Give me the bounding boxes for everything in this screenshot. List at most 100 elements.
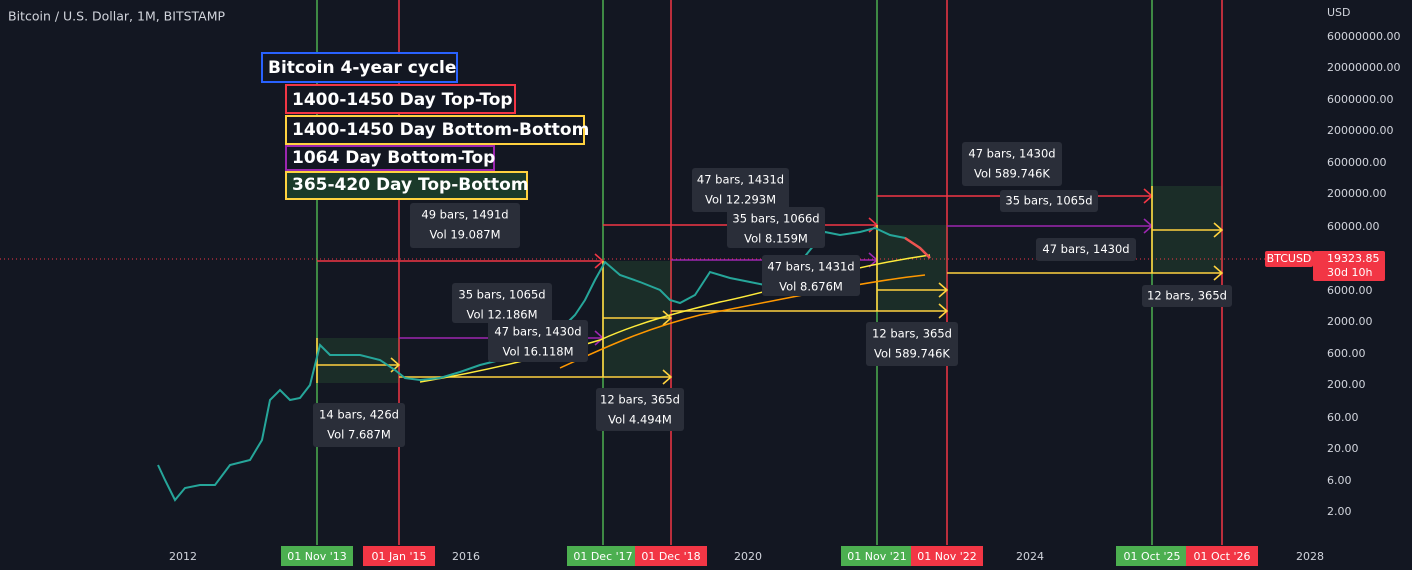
price-label: 20.00 bbox=[1327, 442, 1359, 455]
zone bbox=[317, 338, 399, 383]
axis-unit: USD bbox=[1327, 6, 1351, 19]
year-label: 2028 bbox=[1296, 550, 1324, 563]
date-label: 01 Nov '22 bbox=[917, 550, 976, 563]
year-label: 2020 bbox=[734, 550, 762, 563]
zone bbox=[877, 225, 947, 311]
measure-box bbox=[866, 322, 958, 366]
measure-box bbox=[1036, 238, 1136, 261]
price-labels: 60000000.00 20000000.00 6000000.00 2000000.… bbox=[1327, 30, 1400, 518]
measure-box bbox=[692, 168, 789, 212]
legend-text: 1064 Day Bottom-Top bbox=[292, 148, 495, 168]
measure-text: Vol 12.293M bbox=[705, 193, 776, 207]
price: 19323.85 bbox=[1327, 252, 1380, 265]
measure-text: 47 bars, 1431d bbox=[697, 173, 784, 187]
measure-text: 12 bars, 365d bbox=[600, 393, 680, 407]
measure-text: 12 bars, 365d bbox=[1147, 289, 1227, 303]
date-tag bbox=[635, 546, 707, 566]
measure-text: Vol 4.494M bbox=[608, 413, 672, 427]
price-label: 2000.00 bbox=[1327, 315, 1373, 328]
price-label: 2.00 bbox=[1327, 505, 1352, 518]
measure-box bbox=[488, 320, 588, 362]
price-label: 200.00 bbox=[1327, 378, 1366, 391]
year-label: 2016 bbox=[452, 550, 480, 563]
zone bbox=[603, 261, 671, 377]
measure-box bbox=[1000, 190, 1098, 212]
measure-box bbox=[962, 142, 1062, 186]
measure-text: 47 bars, 1431d bbox=[767, 260, 854, 274]
measure-text: Vol 589.746K bbox=[874, 347, 950, 361]
price-label: 6000.00 bbox=[1327, 284, 1373, 297]
measure-text: 49 bars, 1491d bbox=[421, 208, 508, 222]
measure-text: 35 bars, 1066d bbox=[732, 212, 819, 226]
measure-box bbox=[762, 255, 860, 296]
date-label: 01 Nov '13 bbox=[287, 550, 346, 563]
countdown: 30d 10h bbox=[1327, 266, 1372, 279]
symbol-tag bbox=[1265, 251, 1313, 267]
price-label: 60000000.00 bbox=[1327, 30, 1400, 43]
arrow bbox=[947, 265, 1224, 281]
date-label: 01 Oct '25 bbox=[1123, 550, 1180, 563]
measure-box bbox=[410, 203, 520, 248]
measure-text: 47 bars, 1430d bbox=[1042, 242, 1129, 256]
measure-text: 14 bars, 426d bbox=[319, 408, 399, 422]
measure-text: 12 bars, 365d bbox=[872, 327, 952, 341]
measure-text: 35 bars, 1065d bbox=[458, 288, 545, 302]
date-label: 01 Dec '18 bbox=[641, 550, 700, 563]
measure-text: Vol 7.687M bbox=[327, 428, 391, 442]
legend-text: 1400-1450 Day Bottom-Bottom bbox=[292, 120, 589, 140]
measure-text: 35 bars, 1065d bbox=[1005, 194, 1092, 208]
date-tag bbox=[363, 546, 435, 566]
price-label: 600.00 bbox=[1327, 347, 1366, 360]
measure-text: Vol 19.087M bbox=[429, 228, 500, 242]
price-path bbox=[904, 236, 931, 259]
date-tag bbox=[1186, 546, 1258, 566]
symbol: BTCUSD bbox=[1267, 252, 1312, 265]
price-tag bbox=[1313, 251, 1385, 281]
arrow bbox=[1151, 186, 1224, 273]
price-label: 2000000.00 bbox=[1327, 124, 1393, 137]
legend-text: Bitcoin 4-year cycle bbox=[268, 58, 456, 78]
date-tag bbox=[841, 546, 913, 566]
legend-box bbox=[285, 171, 528, 200]
price-label: 60000.00 bbox=[1327, 220, 1380, 233]
measure-box bbox=[452, 283, 552, 323]
measure-text: 47 bars, 1430d bbox=[968, 147, 1055, 161]
time-labels: 2012 2016 2020 2024 2028 01 Nov '13 01 Jan '15… bbox=[169, 546, 1324, 566]
price-label: 60.00 bbox=[1327, 411, 1359, 424]
legend: Bitcoin 4-year cycle 1400-1450 Day Top-T… bbox=[261, 52, 589, 200]
price-label: 20000000.00 bbox=[1327, 61, 1400, 74]
date-tag bbox=[281, 546, 353, 566]
arrow bbox=[876, 225, 949, 311]
measure-text: Vol 8.676M bbox=[779, 280, 843, 294]
measure-text: Vol 12.186M bbox=[466, 308, 537, 322]
date-tag bbox=[567, 546, 639, 566]
chart-title: Bitcoin / U.S. Dollar, 1M, BITSTAMP bbox=[8, 9, 226, 24]
measure-box bbox=[313, 403, 405, 447]
date-label: 01 Nov '21 bbox=[847, 550, 906, 563]
legend-box bbox=[285, 115, 585, 145]
year-label: 2024 bbox=[1016, 550, 1044, 563]
moving-average bbox=[559, 274, 926, 369]
date-tag bbox=[911, 546, 983, 566]
date-tag bbox=[1116, 546, 1188, 566]
measure-box bbox=[596, 388, 684, 431]
measure-box bbox=[727, 207, 825, 248]
year-label: 2012 bbox=[169, 550, 197, 563]
measure-text: Vol 8.159M bbox=[744, 232, 808, 246]
date-label: 01 Jan '15 bbox=[372, 550, 427, 563]
legend-box bbox=[285, 84, 516, 114]
price-label: 6000000.00 bbox=[1327, 93, 1393, 106]
date-label: 01 Oct '26 bbox=[1193, 550, 1250, 563]
measurements: 49 bars, 1491d Vol 19.087M 14 bars, 426d Vo… bbox=[313, 142, 1232, 447]
price-label: 200000.00 bbox=[1327, 187, 1387, 200]
legend-box bbox=[285, 145, 495, 171]
price-label: 600000.00 bbox=[1327, 156, 1387, 169]
price-label: 6.00 bbox=[1327, 474, 1352, 487]
date-label: 01 Dec '17 bbox=[573, 550, 632, 563]
legend-box bbox=[261, 52, 458, 83]
zones bbox=[317, 186, 1222, 383]
measure-box bbox=[1142, 285, 1232, 307]
measure-text: Vol 589.746K bbox=[974, 167, 1050, 181]
legend-text: 365-420 Day Top-Bottom bbox=[292, 175, 529, 195]
